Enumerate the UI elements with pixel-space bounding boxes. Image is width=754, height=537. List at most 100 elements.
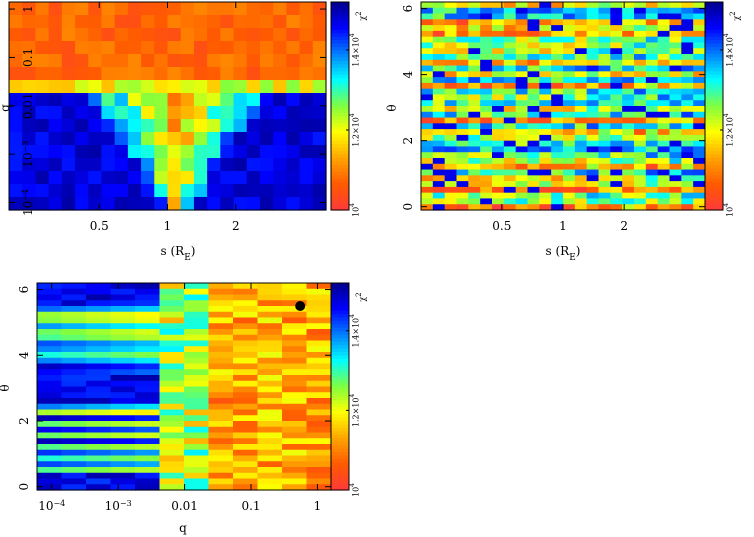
heatmap-cell xyxy=(35,67,50,81)
heatmap-cell xyxy=(432,106,446,113)
heatmap-cell xyxy=(286,119,301,133)
heatmap-cell xyxy=(527,19,540,26)
heatmap-cell xyxy=(539,146,552,153)
heatmap-cell xyxy=(563,36,576,44)
heatmap-cell xyxy=(233,478,259,485)
heatmap-cell xyxy=(135,432,161,439)
heatmap-cell xyxy=(48,41,63,55)
colorbar-swatch xyxy=(331,95,349,100)
heatmap-cell xyxy=(101,80,116,94)
heatmap-cell xyxy=(551,140,564,148)
heatmap-cell xyxy=(480,7,493,15)
heatmap-cell xyxy=(527,71,540,78)
heatmap-cell xyxy=(563,7,576,15)
heatmap-cell xyxy=(257,363,283,370)
heatmap-cell xyxy=(114,184,129,198)
colorbar-swatch xyxy=(331,386,349,391)
colorbar-swatch xyxy=(705,123,723,128)
heatmap-cell xyxy=(539,25,552,32)
heatmap-cell xyxy=(622,7,635,15)
heatmap-cell xyxy=(503,77,517,84)
heatmap-cell xyxy=(610,117,623,124)
heatmap-cell xyxy=(110,415,136,422)
heatmap-cell xyxy=(207,145,221,159)
heatmap-cell xyxy=(306,455,332,462)
heatmap-cell xyxy=(551,146,564,153)
heatmap-cell xyxy=(645,13,659,20)
heatmap-cell xyxy=(110,334,136,342)
heatmap-cell xyxy=(421,59,434,67)
heatmap-cell xyxy=(184,392,210,399)
heatmap-cell xyxy=(610,100,623,107)
heatmap-cell xyxy=(456,169,469,176)
colorbar-swatch xyxy=(705,57,723,62)
heatmap-cell xyxy=(456,163,469,171)
heatmap-cell xyxy=(286,15,301,29)
heatmap-cell xyxy=(37,352,63,359)
colorbar-swatch xyxy=(331,393,349,398)
heatmap-cell xyxy=(207,197,221,211)
heatmap-cell xyxy=(456,19,469,26)
colorbar-swatch xyxy=(331,379,349,384)
y-tick-label: 4 xyxy=(17,351,31,359)
heatmap-cell xyxy=(432,152,446,159)
heatmap-cell xyxy=(86,323,112,330)
heatmap-cell xyxy=(622,169,635,176)
heatmap-cell xyxy=(669,140,682,148)
heatmap-cell xyxy=(306,300,332,307)
heatmap-cell xyxy=(233,132,248,146)
heatmap-cell xyxy=(61,80,76,94)
heatmap-cell xyxy=(527,42,540,49)
heatmap-cell xyxy=(574,123,588,130)
heatmap-cell xyxy=(61,28,76,42)
heatmap-cell xyxy=(61,363,87,370)
heatmap-cell xyxy=(598,192,611,200)
colorbar-swatch xyxy=(331,317,349,322)
heatmap-cell xyxy=(681,123,694,130)
heatmap-cell xyxy=(86,317,112,324)
heatmap-cell xyxy=(61,15,76,29)
heatmap-cell xyxy=(282,288,308,296)
heatmap-cell xyxy=(257,392,283,399)
heatmap-cell xyxy=(75,2,89,16)
heatmap-cell xyxy=(86,340,112,347)
heatmap-cell xyxy=(208,369,234,376)
heatmap-cell xyxy=(574,204,588,211)
heatmap-cell xyxy=(61,455,87,462)
heatmap-cell xyxy=(492,42,505,49)
heatmap-cell xyxy=(468,175,481,182)
heatmap-cell xyxy=(421,175,434,182)
heatmap-cell xyxy=(468,140,481,148)
heatmap-cell xyxy=(432,111,446,119)
colorbar-title: χ2 xyxy=(355,11,367,20)
heatmap-cell xyxy=(657,94,671,101)
heatmap-cell xyxy=(515,82,529,90)
colorbar-swatch xyxy=(331,192,349,197)
heatmap-cell xyxy=(586,140,600,148)
heatmap-cell xyxy=(282,386,308,393)
colorbar-swatch xyxy=(705,192,723,197)
heatmap-cell xyxy=(551,54,564,61)
colorbar-swatch xyxy=(331,331,349,336)
heatmap-cell xyxy=(634,42,647,49)
heatmap-cell xyxy=(551,134,564,142)
heatmap-cell xyxy=(657,100,671,107)
heatmap-cell xyxy=(681,158,694,165)
heatmap-cell xyxy=(681,186,694,194)
heatmap-cell xyxy=(207,184,221,198)
heatmap-cell xyxy=(634,192,647,200)
heatmap-cell xyxy=(586,71,600,78)
heatmap-cell xyxy=(480,129,493,136)
heatmap-cell xyxy=(456,13,469,20)
heatmap-cell xyxy=(88,184,103,198)
heatmap-cell xyxy=(456,123,469,130)
heatmap-cell xyxy=(233,403,259,411)
colorbar-swatch xyxy=(705,112,723,117)
heatmap-cell xyxy=(86,415,112,422)
heatmap-cell xyxy=(159,478,185,485)
heatmap-cell xyxy=(693,36,706,44)
heatmap-cell xyxy=(421,106,434,113)
heatmap-cell xyxy=(432,158,446,165)
heatmap-cell xyxy=(681,59,694,67)
heatmap-cells-panel-2 xyxy=(421,2,706,211)
